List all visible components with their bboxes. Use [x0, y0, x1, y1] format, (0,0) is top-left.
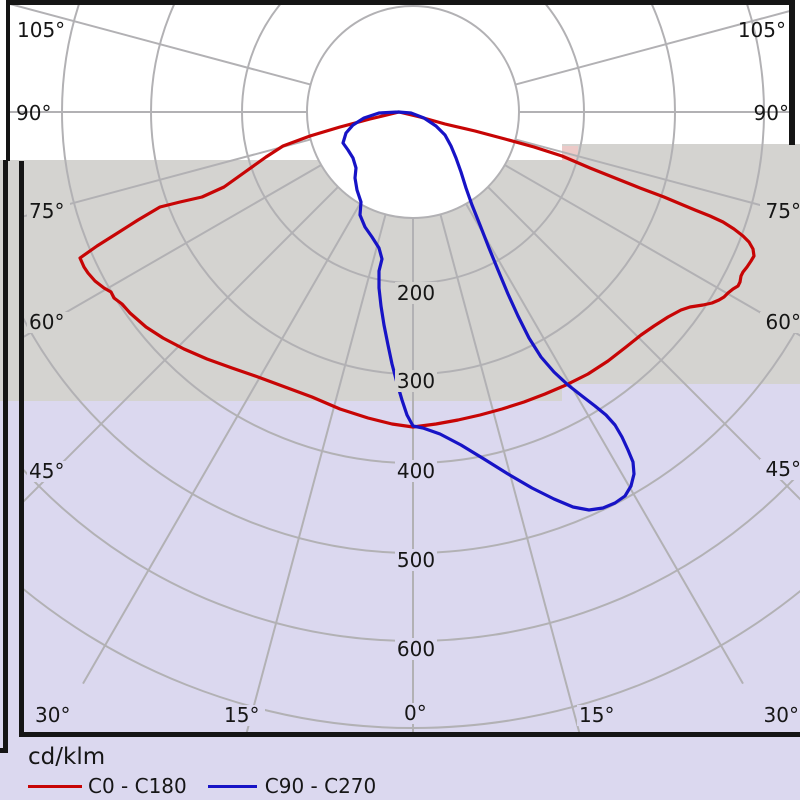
spoke-105deg	[515, 5, 800, 86]
spoke--105deg	[9, 5, 311, 86]
legend-label-c90-c270: C90 - C270	[264, 774, 377, 798]
angle-label: 0°	[404, 701, 427, 725]
angle-label-halo	[760, 459, 800, 480]
angle-label: 60°	[766, 310, 800, 334]
angle-label-halo	[758, 705, 800, 726]
frame-border	[19, 161, 24, 737]
frame-border	[6, 0, 10, 161]
inner-circle	[306, 5, 520, 219]
ring-label-halo	[395, 638, 437, 660]
angle-label: 15°	[224, 703, 259, 727]
spoke-15deg	[439, 214, 585, 736]
legend-label-c0-c180: C0 - C180	[88, 774, 187, 798]
ring-label: 600	[397, 637, 435, 661]
angle-label-halo	[577, 705, 620, 726]
ring-label-halo	[395, 549, 437, 571]
spoke-45deg	[487, 186, 800, 580]
angle-label-halo	[760, 201, 800, 222]
frame-border	[789, 0, 795, 145]
angle-label-halo	[27, 312, 70, 333]
legend-unit-label: cd/klm	[28, 744, 106, 770]
frame-border	[0, 748, 8, 753]
background-band	[0, 401, 562, 800]
spoke--15deg	[241, 214, 387, 736]
angle-label: 75°	[29, 199, 64, 223]
angle-label-halo	[27, 201, 70, 222]
angle-label: 90°	[16, 101, 51, 125]
labels: 200 300 400 500 600 105° 105° 90° 90° 75° 75° 60° 60…	[16, 18, 800, 727]
angle-label: 105°	[17, 18, 65, 42]
frame-border	[3, 160, 8, 753]
angle-label-halo	[27, 461, 70, 482]
spoke--60deg	[9, 164, 322, 443]
angle-label-halo	[760, 312, 800, 333]
angle-label: 60°	[29, 310, 64, 334]
legend: cd/klm C0 - C180 C90 - C270	[28, 745, 376, 798]
ring-label-halo	[395, 282, 437, 304]
angle-label: 105°	[738, 18, 786, 42]
angle-label-halo	[222, 705, 265, 726]
angle-label: 15°	[579, 703, 614, 727]
legend-swatch-c90-c270	[207, 784, 257, 788]
ring-label: 400	[397, 459, 435, 483]
curve-C90-C270	[341, 110, 636, 512]
angle-label: 45°	[766, 457, 800, 481]
angle-label-halo	[402, 703, 445, 724]
legend-row: C0 - C180 C90 - C270	[28, 774, 376, 798]
background-band	[562, 144, 800, 384]
frame-border	[19, 732, 800, 737]
legend-swatch-c0-c180	[28, 784, 82, 788]
spoke-60deg	[504, 164, 800, 443]
angle-label: 75°	[766, 199, 800, 223]
angle-label: 30°	[35, 703, 70, 727]
angle-label-halo	[33, 705, 76, 726]
angle-label: 90°	[754, 101, 789, 125]
curve-C0-C180	[78, 110, 756, 429]
spoke--30deg	[82, 203, 361, 685]
background-band	[562, 384, 800, 800]
ring-label: 200	[397, 281, 435, 305]
spoke-30deg	[465, 203, 744, 685]
ring-label: 300	[397, 369, 435, 393]
ring-label: 500	[397, 548, 435, 572]
frame-border	[6, 0, 795, 5]
angle-label: 30°	[764, 703, 799, 727]
ring-label-halo	[395, 460, 437, 482]
ring-label-halo	[395, 370, 437, 392]
curves	[78, 110, 756, 512]
angle-label: 45°	[29, 459, 64, 483]
